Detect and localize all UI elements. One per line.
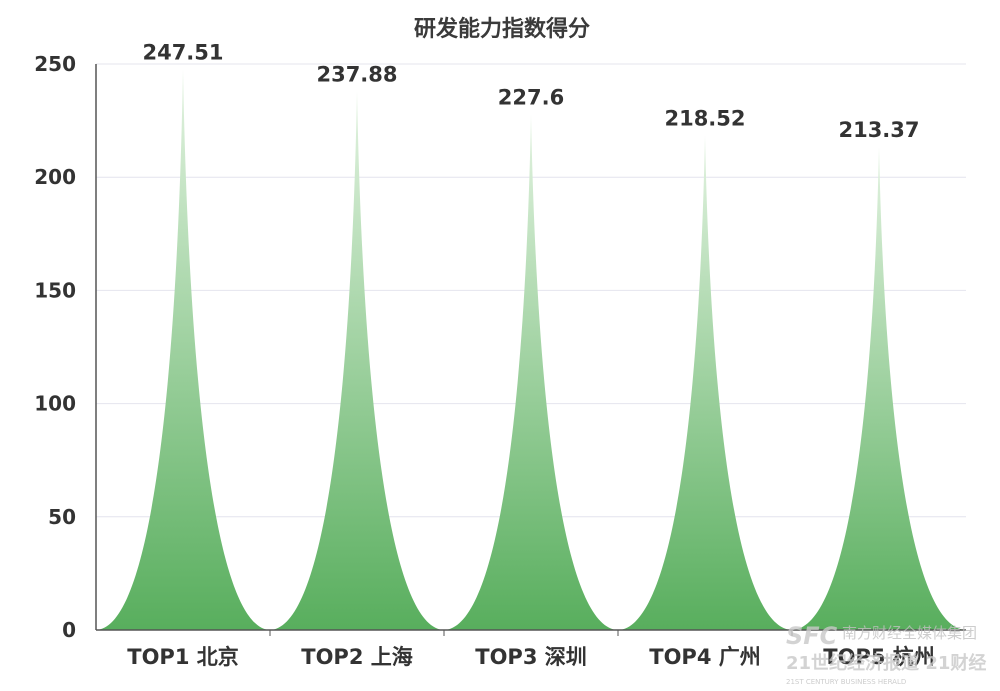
- x-tick-label: TOP1 北京: [127, 645, 239, 669]
- watermark-org: 南方财经全媒体集团: [842, 624, 977, 642]
- bar: [792, 146, 966, 631]
- x-axis-ticks: TOP1 北京 TOP2 上海 TOP3 深圳 TOP4 广州 TOP5 杭州: [127, 630, 935, 669]
- y-tick-label: 250: [34, 52, 76, 76]
- x-tick-label: TOP3 深圳: [475, 645, 587, 669]
- data-label: 247.51: [142, 41, 223, 65]
- y-tick-label: 0: [62, 618, 76, 642]
- x-tick-label: TOP4 广州: [649, 645, 761, 669]
- data-label: 227.6: [498, 86, 564, 110]
- watermark: SFC 南方财经全媒体集团 21世纪经济报道 21财经 21ST CENTURY…: [786, 622, 986, 686]
- y-axis-ticks: 0 50 100 150 200 250: [34, 52, 76, 642]
- x-tick-label: TOP5 杭州: [823, 645, 935, 669]
- data-labels: 247.51 237.88 227.6 218.52 213.37: [142, 41, 919, 142]
- bar: [270, 91, 444, 630]
- data-label: 237.88: [316, 62, 397, 86]
- chart-title: 研发能力指数得分: [414, 16, 590, 42]
- bar: [444, 114, 618, 630]
- watermark-tagline: 21ST CENTURY BUSINESS HERALD: [786, 678, 906, 686]
- y-tick-label: 100: [34, 392, 76, 416]
- bar: [618, 135, 792, 630]
- watermark-brand: 21世纪经济报道 21财经: [786, 652, 986, 674]
- y-tick-label: 50: [48, 505, 76, 529]
- bar: [96, 69, 270, 631]
- data-label: 213.37: [838, 118, 919, 142]
- bars: [96, 69, 966, 631]
- watermark-logo: SFC: [786, 622, 838, 650]
- data-label: 218.52: [664, 106, 745, 130]
- y-tick-label: 200: [34, 165, 76, 189]
- x-tick-label: TOP2 上海: [301, 645, 413, 669]
- y-tick-label: 150: [34, 278, 76, 302]
